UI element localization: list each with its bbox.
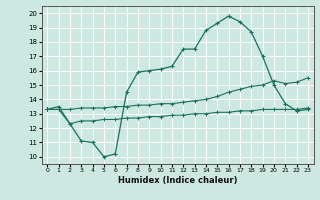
X-axis label: Humidex (Indice chaleur): Humidex (Indice chaleur)	[118, 176, 237, 185]
